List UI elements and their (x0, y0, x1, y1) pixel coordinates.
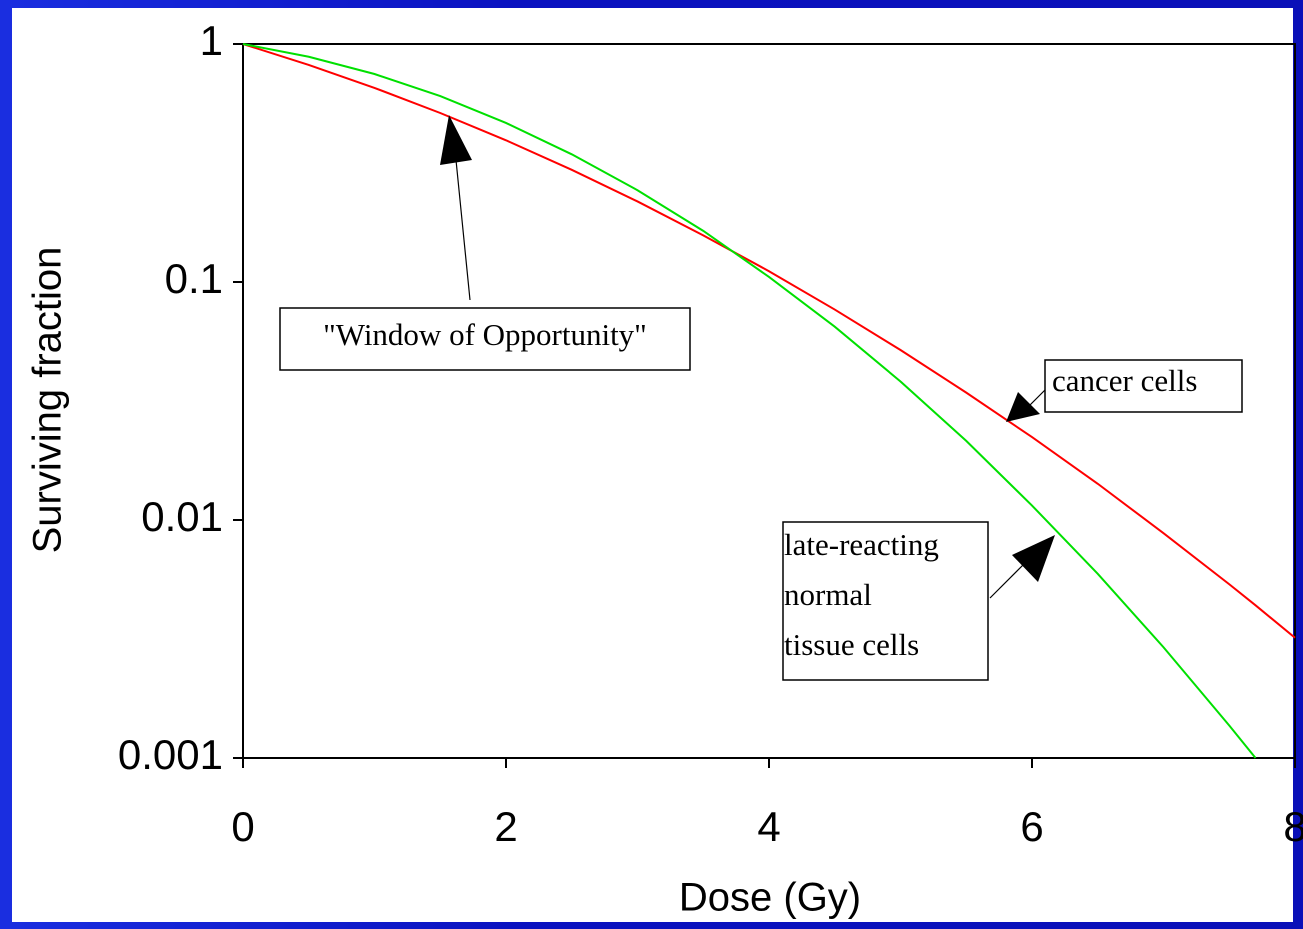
x-tick-label: 8 (1283, 803, 1303, 850)
y-tick-label: 0.1 (165, 255, 223, 302)
arrow-head (1012, 535, 1055, 582)
x-tick-label: 4 (757, 803, 780, 850)
y-tick-label: 0.01 (141, 493, 223, 540)
y-axis-label: Surviving fraction (26, 247, 70, 554)
x-tick-label: 0 (231, 803, 254, 850)
chart-background (12, 8, 1293, 922)
annotation-box (782, 521, 989, 681)
annotation-arrow (455, 159, 471, 301)
annotation-text: cancer cells (1052, 363, 1197, 398)
x-tick-label: 2 (494, 803, 517, 850)
annotation-text: "Window of Opportunity" (323, 317, 647, 352)
arrow-head (440, 115, 472, 165)
annotation-text: tissue cells (784, 627, 919, 662)
arrow-head (1006, 392, 1040, 422)
annotation-text: normal (784, 577, 872, 612)
annotation-box (279, 307, 691, 371)
annotation-box (1044, 359, 1243, 413)
series-line (242, 43, 1257, 759)
annotation-text: late-reacting (784, 527, 939, 562)
annotation-arrow (1029, 389, 1046, 406)
y-tick-label: 1 (200, 17, 223, 64)
x-axis-label: Dose (Gy) (679, 876, 861, 920)
y-tick-label: 0.001 (118, 731, 223, 778)
x-tick-label: 6 (1020, 803, 1043, 850)
series-line (242, 43, 1296, 639)
annotation-arrow (989, 559, 1029, 599)
